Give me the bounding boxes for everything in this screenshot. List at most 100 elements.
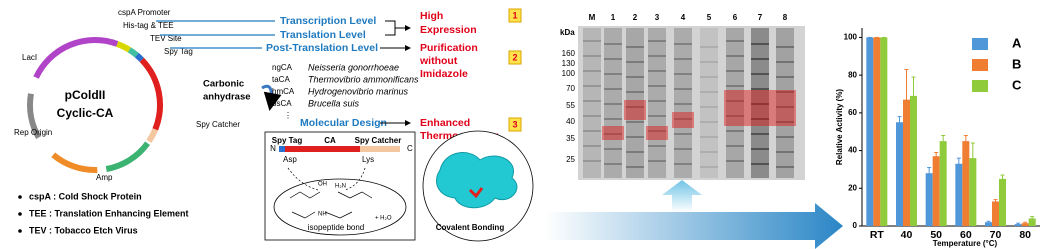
x-axis-label: Temperature (°C) [933,239,998,248]
outcome: Enhanced [420,117,470,129]
gel-band [726,55,744,57]
ca-species: Neisseria gonorrhoeae [308,62,399,72]
gel-band [700,46,718,48]
gel-band [626,91,644,93]
lane-label: 5 [707,13,712,22]
gel-band [648,85,666,87]
gel-band [726,85,744,87]
level: Transcription Level [280,15,376,27]
gel-band [604,88,622,90]
reaction-structure [289,191,373,199]
bar [992,201,999,226]
highlight-band [624,100,646,120]
reaction-arrows [287,167,366,191]
gel-band [674,103,692,105]
highlight-band [724,90,796,126]
outcome-number: 2 [512,52,517,62]
gel-band [776,91,794,93]
gel-band [583,100,601,102]
lane-label: 8 [783,13,788,22]
ca-code: hmCA [272,87,295,96]
bar [962,141,970,226]
y-tick-label: 0 [853,221,858,230]
gel-band [674,43,692,45]
plasmid-label: LacI [22,53,37,62]
lane-label: 4 [681,13,686,22]
construct-box [264,131,416,241]
ca-code: taCA [272,75,290,84]
gel-band [604,148,622,150]
gel-band [700,151,718,153]
gel-band [648,130,666,132]
bond-label: isopeptide bond [308,223,365,232]
connectors [156,20,275,49]
gel-band [583,55,601,57]
gel-band [626,46,644,48]
gel-band [648,160,666,162]
ca-species: Brucella suis [308,98,360,108]
abbreviations: cspA : Cold Shock Protein TEE : Translat… [18,191,189,235]
gel-band [751,118,769,120]
gel-band [648,70,666,72]
gel-band [583,70,601,72]
gel-band [700,166,718,168]
bar [873,37,881,226]
bar [999,178,1006,226]
ladder-label: 25 [566,155,575,164]
gel-unit: kDa [560,28,575,37]
gel-band [583,85,601,87]
gel-band [604,118,622,120]
construct-label: Spy Catcher [355,136,402,145]
gel-band [648,100,666,102]
gel-band [583,145,601,147]
plasmid-name: pColdII [65,88,106,102]
gel-lane [648,28,666,178]
gel-band [648,55,666,57]
plasmid-segment [105,141,151,172]
x-tick-label: 80 [1019,229,1031,241]
highlight-band [602,126,624,140]
outcome-number: 3 [512,119,517,129]
plasmid-label: anhydrase [203,92,251,103]
gel-band [751,88,769,90]
outcome: without [419,55,458,67]
chart: 0 20 40 60 80 100 Relative Activity (%) Tempera… [835,28,1040,248]
gel-band [674,73,692,75]
plasmid-map [27,37,163,173]
gel-band [726,40,744,42]
bar [955,163,963,226]
bar [903,99,910,226]
gel-band [776,61,794,63]
arrow [261,84,282,111]
level: Translation Level [280,29,366,41]
reaction-text: H₂N [335,184,346,190]
ca-species: Hydrogenovibrio marinus [308,86,409,96]
ladder-label: 100 [562,69,576,78]
abbreviation: TEE : Translation Enhancing Element [29,208,189,218]
gel-band [726,115,744,117]
gel-lane [776,28,794,178]
x-tick-label: 50 [930,229,942,241]
plasmid-segment [127,47,139,58]
lane-label: 3 [655,13,660,22]
y-axis-label: Relative Activity (%) [835,89,844,166]
gel-lane [583,28,601,178]
gel-lane [674,28,692,178]
bar [969,158,977,226]
gel-band [674,163,692,165]
level: Post-Translation Level [266,42,378,54]
gel-band [604,58,622,60]
protein-structure [436,152,518,209]
plasmid-label: Spy Tag [164,47,193,56]
construct-label: Spy Tag [272,136,303,145]
terminus: C [407,144,413,153]
plasmid-segment [33,37,119,79]
gel-band [648,145,666,147]
plasmid-label: Rep Origin [14,128,52,137]
gel-band [726,100,744,102]
bullet [18,212,22,216]
gel-band [776,121,794,123]
gel-band [700,76,718,78]
gel-lane [700,28,718,178]
